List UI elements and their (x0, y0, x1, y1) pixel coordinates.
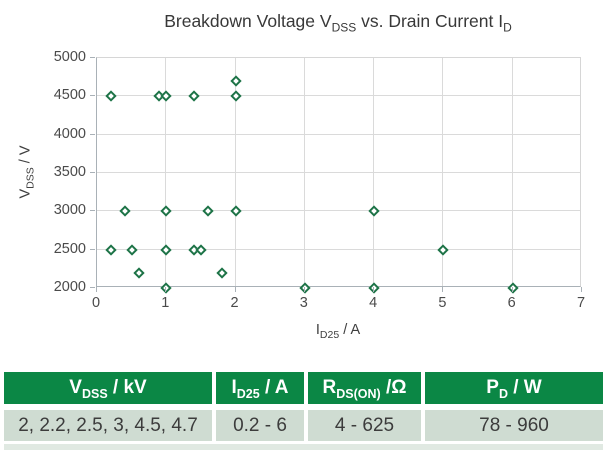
y-tick-label: 2000 (53, 279, 86, 295)
data-point-marker (195, 243, 207, 256)
y-tick-label: 4000 (53, 125, 86, 142)
data-point-marker (202, 205, 214, 217)
x-axis-tick-mark (96, 287, 97, 292)
x-tick-label: 1 (161, 295, 170, 311)
table-bottom-strip (4, 444, 603, 450)
data-point-marker (119, 205, 131, 217)
y-axis-tick-mark (90, 57, 95, 58)
horizontal-gridline (97, 133, 580, 135)
x-axis-tick-mark (442, 287, 444, 292)
header-cell-pd: PD / W (425, 372, 603, 404)
x-axis-tick-mark (303, 287, 305, 292)
data-point-marker (216, 266, 228, 279)
header-rdson-unit: /Ω (380, 377, 407, 398)
x-tick-label: 7 (576, 295, 586, 311)
horizontal-gridline (97, 172, 580, 173)
data-point-marker (229, 75, 242, 87)
horizontal-gridline (97, 210, 580, 212)
spec-table-header-row: VDSS / kV ID25 / A RDS(ON) /Ω PD / W (4, 372, 603, 404)
data-point-marker (132, 266, 145, 279)
header-id25-symbol: I (231, 377, 237, 398)
data-point-marker (229, 205, 242, 217)
horizontal-gridline (97, 95, 580, 97)
y-axis-tick-mark (90, 172, 95, 173)
header-pd-symbol: P (486, 377, 499, 398)
x-tick-label: 6 (507, 295, 516, 311)
spec-table-data-row: 2, 2.2, 2.5, 3, 4.5, 4.7 0.2 - 6 4 - 625… (4, 404, 603, 441)
y-axis-tick-mark (90, 133, 95, 135)
data-cell-rdson: 4 - 625 (308, 410, 421, 441)
y-tick-label: 2500 (53, 240, 86, 257)
y-axis-tick-mark (90, 248, 95, 250)
chart-title-subscript-dss: DSS (331, 20, 357, 35)
header-rdson-subscript: DS(ON) (336, 386, 381, 401)
x-axis-label-unit: / A (339, 322, 361, 338)
x-axis-tick-mark (581, 287, 582, 292)
data-point-marker (160, 90, 172, 102)
x-tick-label: 0 (91, 295, 101, 311)
header-id25-subscript: D25 (236, 386, 260, 401)
data-point-marker (437, 243, 450, 256)
chart-title: Breakdown Voltage VDSS vs. Drain Current… (164, 11, 512, 35)
plot-area (96, 57, 581, 294)
data-point-marker (105, 243, 117, 256)
x-axis-label: ID25 / A (316, 322, 360, 341)
data-cell-vdss: 2, 2.2, 2.5, 3, 4.5, 4.7 (4, 410, 212, 441)
header-vdss-symbol: V (69, 377, 82, 398)
y-tick-label: 4500 (53, 87, 86, 104)
x-axis-label-subscript: D25 (319, 328, 340, 341)
chart-title-text-2: vs. Drain Current I (356, 11, 504, 31)
chart-title-text: Breakdown Voltage V (164, 11, 332, 31)
y-tick-label: 3000 (53, 202, 86, 219)
x-axis-tick-mark (165, 287, 167, 292)
y-tick-label: 3500 (53, 164, 86, 180)
header-vdss-unit: / kV (107, 377, 147, 398)
data-cell-pd: 78 - 960 (425, 410, 603, 441)
data-point-marker (188, 90, 200, 102)
x-tick-label: 4 (369, 295, 378, 311)
x-tick-label: 3 (299, 295, 308, 311)
data-point-marker (160, 205, 172, 217)
data-point-marker (105, 90, 117, 102)
header-cell-vdss: VDSS / kV (4, 372, 212, 404)
data-cell-id25: 0.2 - 6 (216, 410, 304, 441)
header-cell-id25: ID25 / A (216, 372, 304, 404)
data-point-marker (125, 243, 138, 256)
data-point-marker (299, 282, 311, 294)
spec-table: VDSS / kV ID25 / A RDS(ON) /Ω PD / W 2, … (4, 372, 603, 441)
x-tick-label: 5 (438, 295, 447, 311)
header-rdson-symbol: R (322, 377, 337, 398)
data-point-marker (368, 282, 380, 294)
y-axis-tick-mark (90, 287, 95, 288)
header-cell-rdson: RDS(ON) /Ω (308, 372, 421, 404)
x-tick-label: 2 (230, 295, 239, 311)
x-axis-tick-mark (511, 287, 513, 292)
y-axis-tick-mark (90, 95, 95, 97)
y-tick-label: 5000 (53, 49, 86, 65)
y-axis-tick-mark (90, 210, 95, 212)
header-id25-unit: / A (259, 377, 289, 398)
data-point-marker (160, 282, 172, 294)
data-point-marker (229, 90, 242, 102)
header-pd-subscript: D (498, 386, 508, 401)
chart-title-subscript-d: D (503, 20, 512, 35)
data-point-marker (368, 205, 380, 217)
x-axis-tick-mark (234, 287, 236, 292)
y-axis-label-symbol: V (17, 188, 34, 199)
horizontal-gridline (97, 248, 580, 250)
data-point-marker (507, 282, 519, 294)
header-pd-unit: / W (507, 377, 542, 398)
x-axis-tick-mark (373, 287, 375, 292)
data-point-marker (160, 243, 172, 256)
x-axis-label-symbol: I (315, 322, 320, 338)
header-vdss-subscript: DSS (81, 386, 108, 401)
